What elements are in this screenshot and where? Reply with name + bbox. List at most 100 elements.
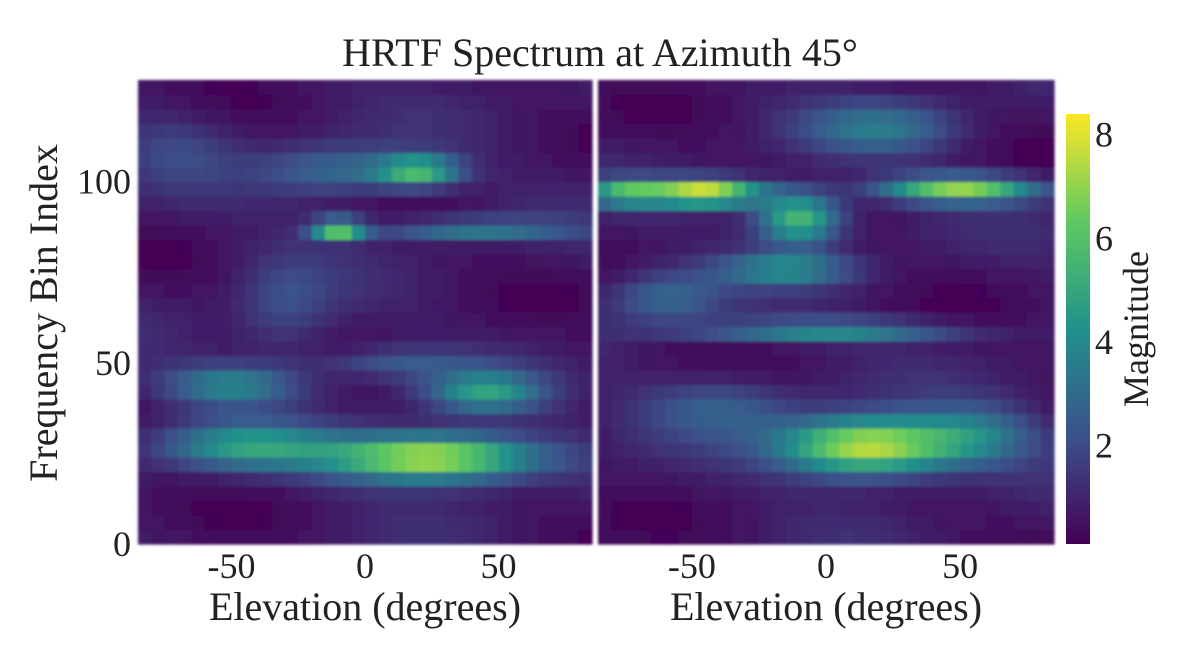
heatmap-cell bbox=[1027, 167, 1042, 183]
heatmap-cell bbox=[445, 413, 460, 429]
heatmap-cell bbox=[218, 312, 233, 328]
heatmap-cell bbox=[933, 254, 948, 270]
heatmap-cell bbox=[893, 297, 908, 313]
heatmap-cell bbox=[839, 370, 854, 386]
heatmap-cell bbox=[551, 471, 566, 487]
heatmap-cell bbox=[852, 442, 867, 458]
heatmap-cell bbox=[611, 138, 626, 154]
heatmap-cell bbox=[551, 341, 566, 357]
heatmap-cell bbox=[218, 500, 233, 516]
heatmap-cell bbox=[1000, 486, 1015, 502]
heatmap-cell bbox=[705, 152, 720, 168]
heatmap-cell bbox=[338, 94, 353, 110]
heatmap-cell bbox=[839, 210, 854, 226]
heatmap-cell bbox=[986, 384, 1001, 400]
heatmap-cell bbox=[565, 413, 580, 429]
heatmap-cell bbox=[1040, 529, 1055, 545]
heatmap-cell bbox=[365, 529, 379, 545]
heatmap-cell bbox=[271, 123, 286, 139]
heatmap-cell bbox=[745, 312, 760, 328]
heatmap-cell bbox=[365, 341, 379, 357]
heatmap-cell bbox=[365, 254, 379, 270]
heatmap-cell bbox=[244, 457, 259, 473]
heatmap-cell bbox=[351, 94, 366, 110]
heatmap-cell bbox=[933, 326, 948, 342]
heatmap-cell bbox=[1013, 312, 1028, 328]
heatmap-cell bbox=[391, 515, 406, 531]
heatmap-cell bbox=[405, 486, 420, 502]
heatmap-cell bbox=[551, 486, 566, 502]
heatmap-cell bbox=[826, 428, 841, 444]
heatmap-cell bbox=[551, 529, 566, 545]
heatmap-cell bbox=[191, 355, 206, 371]
heatmap-cell bbox=[471, 138, 486, 154]
heatmap-cell bbox=[611, 225, 626, 241]
heatmap-cell bbox=[191, 109, 206, 125]
heatmap-cell bbox=[578, 471, 593, 487]
heatmap-cell bbox=[538, 399, 553, 415]
heatmap-cell bbox=[231, 457, 246, 473]
heatmap-cell bbox=[705, 457, 720, 473]
heatmap-cell bbox=[511, 210, 526, 226]
heatmap-cell bbox=[826, 210, 841, 226]
heatmap-cell bbox=[691, 399, 706, 415]
heatmap-cell bbox=[691, 341, 706, 357]
heatmap-cell bbox=[324, 152, 339, 168]
heatmap-cell bbox=[1000, 94, 1015, 110]
heatmap-cell bbox=[338, 500, 353, 516]
heatmap-cell bbox=[311, 167, 326, 183]
heatmap-cell bbox=[611, 94, 626, 110]
heatmap-cell bbox=[893, 370, 908, 386]
heatmap-cell bbox=[565, 152, 580, 168]
heatmap-cell bbox=[498, 413, 513, 429]
heatmap-cell bbox=[311, 370, 326, 386]
heatmap-cell bbox=[578, 326, 593, 342]
heatmap-cell bbox=[799, 515, 814, 531]
heatmap-cell bbox=[418, 457, 433, 473]
heatmap-cell bbox=[338, 123, 353, 139]
heatmap-cell bbox=[178, 486, 193, 502]
heatmap-cell bbox=[511, 529, 526, 545]
heatmap-cell bbox=[218, 268, 233, 284]
heatmap-cell bbox=[418, 167, 433, 183]
heatmap-cell bbox=[598, 225, 613, 241]
heatmap-cell bbox=[1040, 239, 1055, 255]
heatmap-cell bbox=[178, 283, 193, 299]
heatmap-cell bbox=[351, 515, 366, 531]
heatmap-cell bbox=[431, 500, 446, 516]
heatmap-cell bbox=[946, 283, 961, 299]
heatmap-cell bbox=[665, 123, 680, 139]
heatmap-cell bbox=[551, 399, 566, 415]
heatmap-cell bbox=[538, 529, 553, 545]
heatmap-cell bbox=[138, 500, 152, 516]
heatmap-cell bbox=[799, 94, 814, 110]
heatmap-cell bbox=[665, 442, 680, 458]
heatmap-cell bbox=[839, 94, 854, 110]
heatmap-cell bbox=[1027, 152, 1042, 168]
heatmap-cell bbox=[538, 109, 553, 125]
heatmap-cell bbox=[611, 239, 626, 255]
heatmap-cell bbox=[665, 326, 680, 342]
heatmap-cell bbox=[611, 80, 626, 96]
heatmap-cell bbox=[946, 428, 961, 444]
heatmap-cell bbox=[893, 515, 908, 531]
heatmap-cell bbox=[311, 442, 326, 458]
heatmap-cell bbox=[812, 268, 827, 284]
heatmap-cell bbox=[678, 254, 693, 270]
heatmap-cell bbox=[151, 196, 166, 212]
heatmap-cell bbox=[471, 529, 486, 545]
heatmap-cell bbox=[178, 457, 193, 473]
heatmap-cell bbox=[485, 138, 500, 154]
heatmap-cell bbox=[258, 515, 273, 531]
heatmap-cell bbox=[338, 239, 353, 255]
heatmap-cell bbox=[960, 283, 975, 299]
heatmap-cell bbox=[852, 167, 867, 183]
heatmap-cell bbox=[906, 486, 921, 502]
heatmap-cell bbox=[298, 355, 313, 371]
heatmap-cell bbox=[1013, 268, 1028, 284]
heatmap-cell bbox=[485, 268, 500, 284]
heatmap-cell bbox=[311, 428, 326, 444]
heatmap-cell bbox=[946, 210, 961, 226]
heatmap-cell bbox=[919, 254, 934, 270]
heatmap-cell bbox=[284, 123, 299, 139]
